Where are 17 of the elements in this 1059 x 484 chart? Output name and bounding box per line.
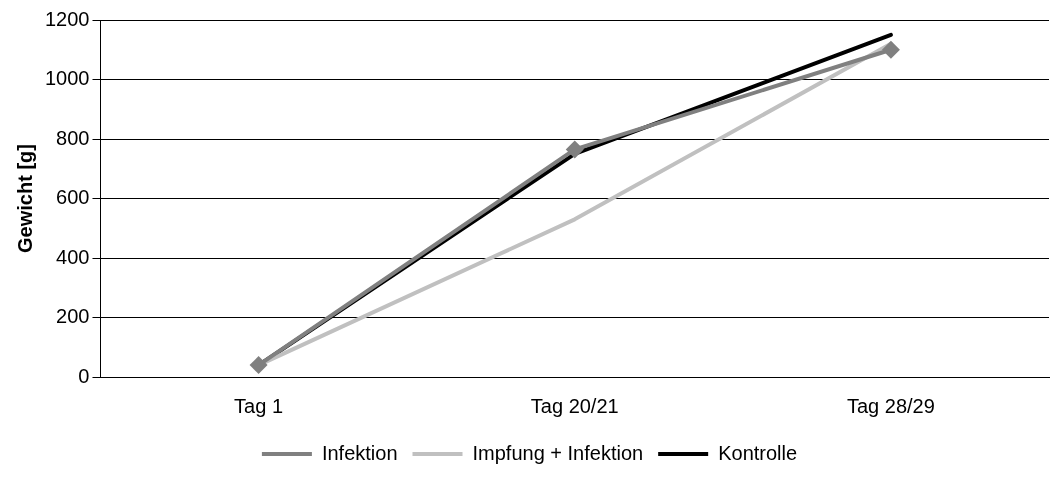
legend-label: Impfung + Infektion xyxy=(472,441,644,464)
point xyxy=(565,140,584,159)
y-tick-label: 1200 xyxy=(44,7,90,30)
y-axis-title: Gewicht [g] xyxy=(13,144,36,253)
x-tick-label: Tag 1 xyxy=(234,394,284,417)
y-tick-label: 0 xyxy=(78,364,90,387)
legend-label: Infektion xyxy=(321,441,398,464)
point xyxy=(881,40,900,59)
x-tick-label: Tag 28/29 xyxy=(846,394,935,417)
y-tick-label: 800 xyxy=(56,126,90,149)
x-tick-label: Tag 20/21 xyxy=(530,394,619,417)
point xyxy=(249,356,268,375)
legend-label: Kontrolle xyxy=(718,441,798,464)
y-tick-label: 200 xyxy=(56,305,90,328)
y-tick-label: 600 xyxy=(56,186,90,209)
y-tick-label: 1000 xyxy=(44,67,90,90)
y-tick-label: 400 xyxy=(56,245,90,268)
